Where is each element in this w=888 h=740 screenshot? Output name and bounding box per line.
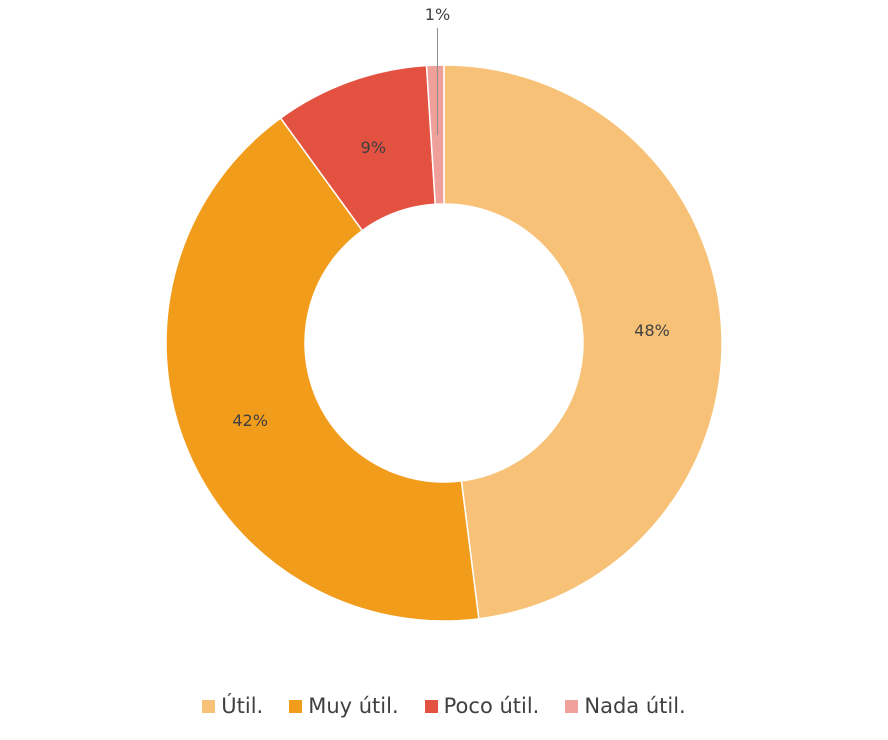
slice-label-3: 1% bbox=[425, 5, 450, 24]
slice-3 bbox=[425, 64, 445, 206]
slice-0 bbox=[443, 64, 723, 620]
legend-label: Útil. bbox=[221, 694, 264, 718]
legend-item-2: Poco útil. bbox=[424, 694, 540, 718]
slice-1 bbox=[165, 117, 480, 622]
legend-label: Poco útil. bbox=[443, 694, 540, 718]
legend-label: Muy útil. bbox=[308, 694, 399, 718]
legend-label: Nada útil. bbox=[584, 694, 686, 718]
legend-swatch bbox=[289, 699, 303, 713]
legend-item-3: Nada útil. bbox=[565, 694, 686, 718]
legend-swatch bbox=[202, 699, 216, 713]
slice-label-2: 9% bbox=[361, 138, 386, 157]
slice-label-0: 48% bbox=[634, 321, 670, 340]
chart-legend: Útil. Muy útil. Poco útil. Nada útil. bbox=[0, 690, 888, 722]
slice-label-1: 42% bbox=[232, 411, 268, 430]
legend-item-0: Útil. bbox=[202, 694, 263, 718]
legend-swatch bbox=[565, 699, 579, 713]
legend-item-1: Muy útil. bbox=[289, 694, 399, 718]
legend-swatch bbox=[424, 699, 438, 713]
